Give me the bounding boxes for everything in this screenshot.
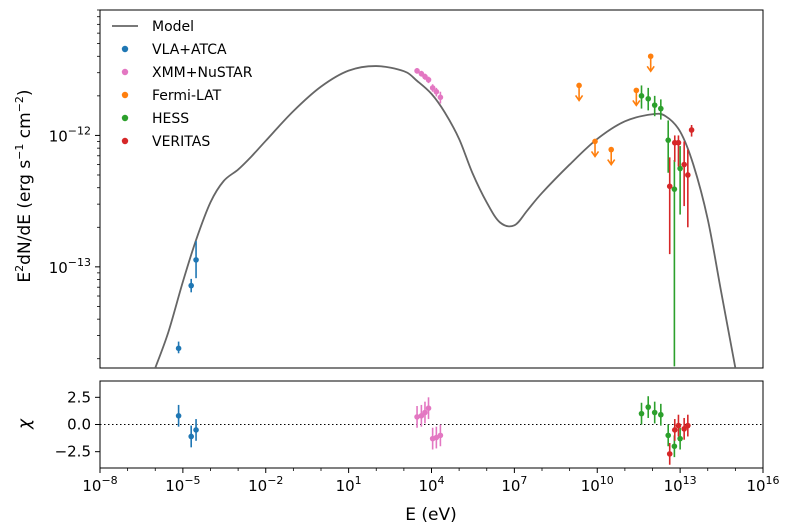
x-tick-label: 10−5 bbox=[165, 474, 200, 495]
fermi-lat-upper-limit-arrow bbox=[590, 150, 600, 158]
xmm-nustar-residual-point bbox=[422, 409, 428, 416]
hess-point bbox=[658, 105, 664, 112]
residual-y-tick-label: 2.5 bbox=[67, 388, 91, 406]
sed-y-axis-label: E2dN/dE (erg s−1 cm−2) bbox=[13, 89, 35, 282]
x-ticks: 10−8 10−5 10−2 101 104 107 1010 1013 1016 bbox=[82, 468, 780, 495]
legend: Model VLA+ATCA XMM+NuSTAR Fermi-LAT HESS VERI… bbox=[112, 19, 253, 150]
fermi-lat-point bbox=[647, 53, 654, 60]
vla-atca-residual-point bbox=[188, 433, 194, 440]
xmm-nustar-point bbox=[437, 94, 444, 101]
x-tick-label: 10−8 bbox=[82, 474, 117, 495]
legend-hess-swatch bbox=[121, 114, 129, 122]
veritas-point bbox=[688, 127, 695, 133]
xmm-nustar-point bbox=[433, 88, 440, 95]
hess-point bbox=[638, 93, 645, 99]
fermi-lat-upper-limit-arrow bbox=[646, 65, 655, 73]
residual-y-axis-label: χ bbox=[15, 418, 35, 430]
veritas-residual-point bbox=[681, 426, 687, 432]
veritas-point bbox=[685, 172, 691, 178]
x-tick-label: 10−2 bbox=[248, 474, 283, 495]
xmm-nustar-residual-point bbox=[418, 413, 425, 419]
fermi-lat-upper-limit-arrow bbox=[632, 99, 641, 107]
vla-atca-point bbox=[188, 282, 194, 289]
xmm-nustar-point bbox=[414, 68, 420, 74]
veritas-point bbox=[675, 139, 682, 146]
veritas-residual-point bbox=[671, 427, 678, 433]
x-tick-label: 101 bbox=[336, 474, 362, 495]
hess-point bbox=[677, 165, 683, 172]
x-tick-label: 104 bbox=[418, 474, 444, 495]
hess-point bbox=[645, 95, 652, 102]
x-tick-label: 1013 bbox=[664, 474, 697, 495]
fermi-lat-upper-limit-arrow bbox=[574, 94, 584, 102]
hess-residual-point bbox=[658, 411, 664, 418]
xmm-nustar-point bbox=[429, 85, 436, 91]
vla-atca-point bbox=[175, 345, 182, 352]
residual-data bbox=[175, 396, 691, 465]
xmm-nustar-point bbox=[425, 76, 432, 83]
vla-atca-residual-point bbox=[193, 427, 199, 433]
y-tick-label: 10−13 bbox=[49, 256, 91, 277]
legend-vla-atca-label: VLA+ATCA bbox=[152, 42, 227, 58]
x-tick-label: 107 bbox=[501, 474, 527, 495]
legend-veritas-swatch bbox=[121, 137, 129, 145]
hess-residual-point bbox=[671, 443, 678, 450]
residual-panel: 2.5 0.0 −2.5 10−8 10−5 10−2 101 104 107 1010 1013… bbox=[15, 380, 780, 525]
fermi-lat-point bbox=[576, 82, 582, 89]
hess-point bbox=[671, 186, 678, 192]
legend-veritas-label: VERITAS bbox=[152, 134, 210, 150]
residual-y-tick-label: −2.5 bbox=[55, 443, 91, 461]
hess-residual-point bbox=[651, 409, 658, 416]
veritas-point bbox=[666, 183, 673, 190]
hess-point bbox=[665, 137, 671, 143]
vla-atca-residual-point bbox=[175, 413, 182, 419]
fermi-lat-point bbox=[608, 146, 615, 153]
hess-residual-point bbox=[638, 410, 645, 417]
fermi-lat-point bbox=[633, 87, 640, 94]
y-tick-label: 10−12 bbox=[49, 124, 91, 145]
veritas-residual-point bbox=[675, 422, 682, 429]
xmm-nustar-residual-point bbox=[414, 414, 420, 420]
xmm-nustar-residual-point bbox=[425, 405, 432, 411]
residual-y-ticks: 2.5 0.0 −2.5 bbox=[55, 388, 100, 461]
legend-model-label: Model bbox=[152, 19, 194, 35]
x-axis-label: E (eV) bbox=[405, 505, 457, 525]
legend-xmm-nustar-swatch bbox=[121, 68, 129, 76]
legend-fermi-lat-label: Fermi-LAT bbox=[152, 88, 222, 104]
hess-residual-point bbox=[665, 432, 671, 439]
hess-residual-point bbox=[677, 435, 683, 442]
hess-point bbox=[651, 102, 658, 108]
veritas-point bbox=[681, 161, 687, 168]
fermi-lat-upper-limit-arrow bbox=[607, 159, 616, 166]
legend-hess-label: HESS bbox=[152, 111, 189, 127]
veritas-residual-point bbox=[685, 422, 691, 429]
x-tick-label: 1016 bbox=[746, 474, 779, 495]
veritas-residual-point bbox=[666, 451, 673, 457]
xmm-nustar-residual-point bbox=[437, 432, 444, 439]
vla-atca-point bbox=[193, 257, 199, 263]
hess-residual-point bbox=[645, 404, 652, 410]
residual-y-tick-label: 0.0 bbox=[67, 416, 91, 434]
model-curve bbox=[154, 65, 737, 368]
legend-xmm-nustar-label: XMM+NuSTAR bbox=[152, 65, 253, 81]
fermi-lat-point bbox=[592, 138, 598, 145]
sed-axes-frame bbox=[99, 9, 764, 369]
legend-vla-atca-swatch bbox=[121, 45, 129, 53]
sed-panel: 10−13 10−12 Model VLA+ATCA XMM+NuSTAR Fermi-… bbox=[13, 9, 764, 369]
x-tick-label: 1010 bbox=[581, 474, 614, 495]
sed-y-ticks: 10−13 10−12 bbox=[49, 9, 100, 360]
sed-data bbox=[154, 53, 737, 368]
legend-fermi-lat-swatch bbox=[121, 91, 129, 99]
